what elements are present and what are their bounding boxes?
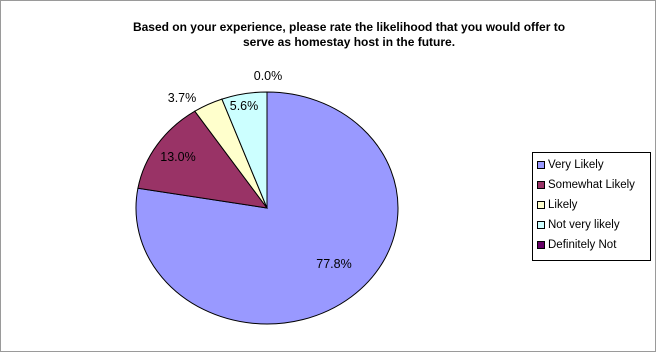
legend-item: Somewhat Likely	[537, 175, 650, 195]
pie-slice-somewhat-likely	[137, 110, 269, 209]
chart-title: Based on your experience, please rate th…	[132, 20, 566, 49]
legend-item: Very Likely	[537, 155, 650, 175]
legend: Very Likely Somewhat Likely Likely Not v…	[532, 152, 651, 261]
legend-label-3: Not very likely	[548, 219, 620, 231]
legend-item: Likely	[537, 195, 650, 215]
legend-item: Not very likely	[537, 215, 650, 235]
data-label-very-likely: 77.8%	[316, 257, 351, 271]
data-label-somewhat-likely: 13.0%	[160, 150, 195, 164]
legend-label-4: Definitely Not	[548, 239, 617, 251]
legend-label-0: Very Likely	[548, 159, 604, 171]
legend-swatch-0	[537, 161, 545, 169]
legend-label-1: Somewhat Likely	[548, 179, 635, 191]
data-label-definitely-not: 0.0%	[254, 69, 283, 83]
legend-swatch-4	[537, 241, 545, 249]
legend-label-2: Likely	[548, 199, 578, 211]
legend-swatch-1	[537, 181, 545, 189]
legend-swatch-3	[537, 221, 545, 229]
data-label-likely: 3.7%	[168, 91, 197, 105]
legend-swatch-2	[537, 201, 545, 209]
legend-item: Definitely Not	[537, 235, 650, 255]
data-label-not-very-likely: 5.6%	[230, 99, 259, 113]
